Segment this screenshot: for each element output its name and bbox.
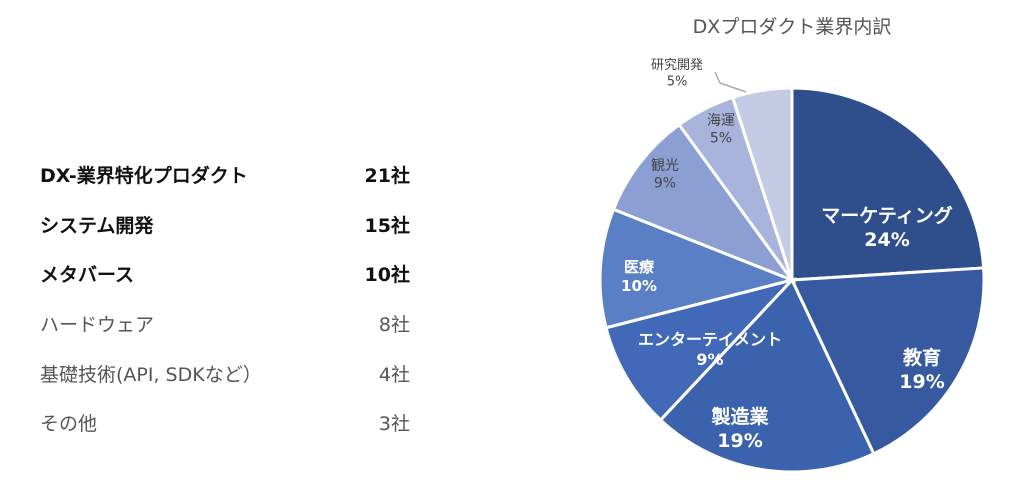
pie-chart-svg: DXプロダクト業界内訳マーケティング24%教育19%製造業19%エンターテイメン… bbox=[598, 16, 986, 474]
table-row: その他 3社 bbox=[40, 398, 410, 448]
row-label: システム開発 bbox=[40, 214, 154, 237]
slice-value: 19% bbox=[899, 371, 944, 393]
pie-slice bbox=[790, 86, 986, 282]
slice-value: 5% bbox=[667, 74, 688, 89]
chart-title: DXプロダクト業界内訳 bbox=[693, 16, 892, 38]
slice-value: 19% bbox=[717, 430, 762, 452]
leader-line bbox=[714, 71, 747, 93]
slice-label: エンターテイメント bbox=[638, 330, 782, 349]
row-label: ハードウェア bbox=[40, 314, 155, 337]
slice-label: 観光 bbox=[651, 157, 679, 174]
table-row: DX-業界特化プロダクト 21社 bbox=[40, 150, 410, 200]
row-label: その他 bbox=[40, 413, 98, 436]
row-label: 基礎技術(API, SDKなど） bbox=[40, 363, 262, 386]
slice-label: 製造業 bbox=[710, 405, 769, 428]
table-row: メタバース 10社 bbox=[40, 249, 410, 299]
row-count: 21社 bbox=[364, 165, 410, 188]
row-count: 15社 bbox=[364, 214, 410, 237]
row-count: 4社 bbox=[378, 363, 410, 386]
pie-slice bbox=[598, 207, 797, 330]
pie-slice bbox=[658, 277, 876, 474]
row-count: 8社 bbox=[378, 314, 410, 337]
slice-value: 5% bbox=[710, 131, 732, 147]
slice-label: 研究開発 bbox=[651, 58, 703, 73]
row-count: 10社 bbox=[364, 264, 410, 287]
pie-slice bbox=[611, 122, 797, 284]
slice-value: 9% bbox=[654, 176, 676, 192]
slice-value: 10% bbox=[621, 277, 657, 295]
slice-label: 海運 bbox=[707, 113, 735, 129]
table-row: 基礎技術(API, SDKなど） 4社 bbox=[40, 348, 410, 398]
pie-slice bbox=[604, 277, 797, 423]
pie-slice bbox=[730, 86, 794, 281]
slice-value: 9% bbox=[696, 350, 723, 369]
company-count-table: DX-業界特化プロダクト 21社システム開発 15社メタバース 10社ハードウェア 8社… bbox=[40, 150, 410, 448]
slice-value: 24% bbox=[864, 229, 909, 251]
table-row: システム開発 15社 bbox=[40, 200, 410, 250]
pie-slice bbox=[789, 266, 986, 456]
pie-chart: DXプロダクト業界内訳 マーケティング 24% 教育 19% 製造業 19% エンターテイメン… bbox=[560, 0, 1016, 492]
slice-label: 医療 bbox=[624, 258, 655, 276]
slice-label: マーケティング bbox=[821, 204, 952, 227]
row-count: 3社 bbox=[378, 413, 410, 436]
table-row: ハードウェア 8社 bbox=[40, 299, 410, 349]
row-label: メタバース bbox=[40, 264, 135, 287]
row-label: DX-業界特化プロダクト bbox=[40, 165, 248, 188]
slice-label: 教育 bbox=[903, 346, 941, 369]
